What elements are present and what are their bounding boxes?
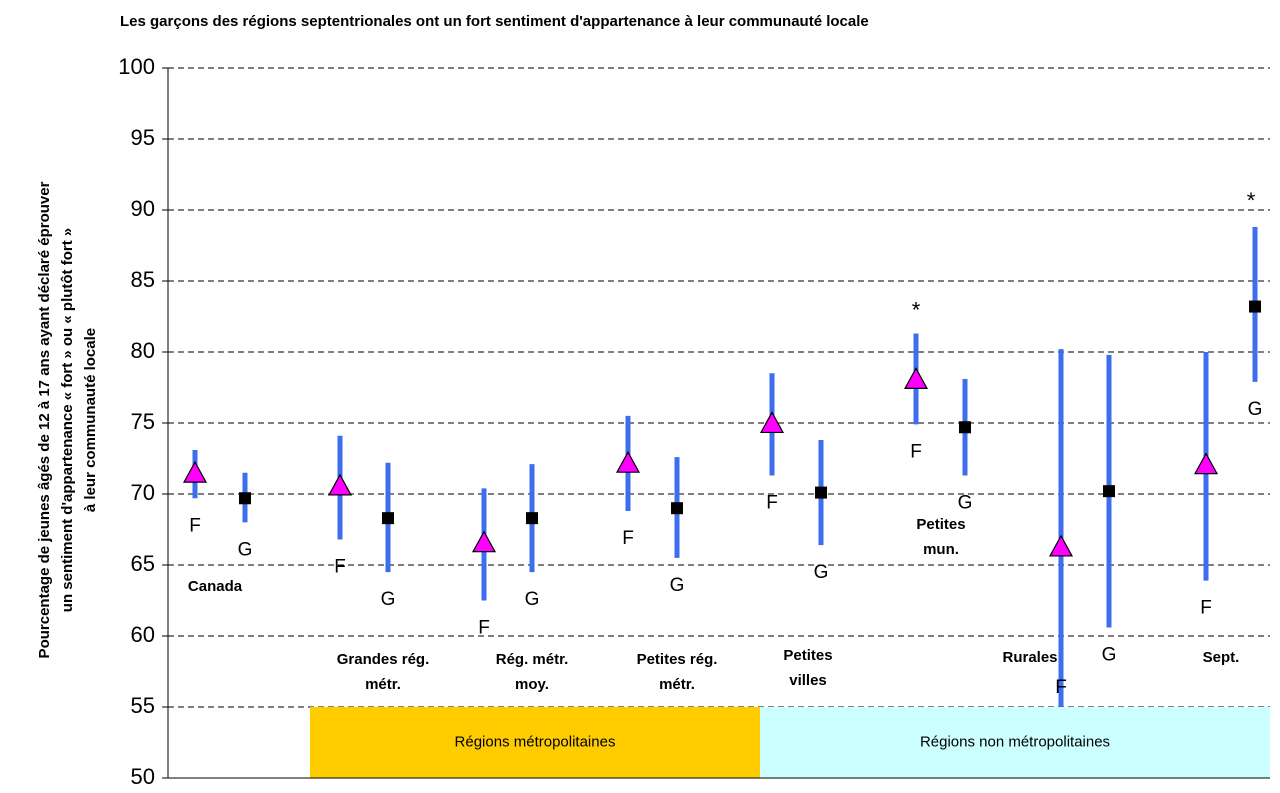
y-tick-label: 75: [131, 409, 155, 434]
series-label: G: [238, 539, 253, 560]
marker-triangle: [615, 450, 641, 473]
y-axis-label: Pourcentage de jeunes âgés de 12 à 17 an…: [36, 181, 99, 658]
marker-square: [1103, 485, 1115, 498]
category-label: Petites: [783, 647, 832, 664]
marker-triangle: [327, 473, 353, 496]
category-label: Petites rég.: [637, 651, 718, 668]
marker-square: [671, 502, 683, 515]
group-band: [760, 707, 1270, 778]
series-label: F: [189, 515, 201, 536]
y-tick-label: 100: [118, 54, 155, 79]
category-label: moy.: [515, 676, 549, 693]
category-label: Sept.: [1203, 649, 1240, 666]
marker-triangle: [1193, 452, 1219, 475]
series-label: F: [622, 528, 634, 549]
series-label: F: [910, 441, 922, 462]
category-label: métr.: [659, 676, 695, 693]
significance-mark: *: [912, 297, 921, 322]
series-label: G: [814, 562, 829, 583]
y-tick-label: 55: [131, 693, 155, 718]
y-tick-label: 60: [131, 622, 155, 647]
series-label: G: [1102, 644, 1117, 665]
group-label: Régions non métropolitaines: [920, 733, 1110, 750]
series-label: F: [766, 493, 778, 514]
series-label: G: [525, 589, 540, 610]
group-band: [310, 707, 760, 778]
y-tick-label: 80: [131, 338, 155, 363]
category-label: Grandes rég.: [337, 651, 430, 668]
y-tick-label: 70: [131, 480, 155, 505]
marker-triangle: [471, 530, 497, 553]
series-label: F: [1200, 598, 1212, 619]
marker-square: [815, 486, 827, 499]
series-label: G: [958, 493, 973, 514]
marker-square: [382, 512, 394, 525]
marker-square: [1249, 300, 1261, 313]
marker-triangle: [903, 367, 929, 389]
marker-triangle: [759, 411, 785, 434]
y-tick-label: 50: [131, 764, 155, 789]
series-label: G: [381, 589, 396, 610]
category-label: villes: [789, 672, 827, 689]
significance-mark: *: [1247, 188, 1256, 213]
series-label: G: [670, 575, 685, 596]
y-label-line: Pourcentage de jeunes âgés de 12 à 17 an…: [36, 181, 53, 658]
y-tick-label: 95: [131, 125, 155, 150]
category-label: métr.: [365, 676, 401, 693]
category-label: Petites: [916, 516, 965, 533]
series-label: F: [478, 618, 490, 639]
marker-triangle: [182, 460, 208, 483]
marker-square: [239, 492, 251, 505]
y-label-line: à leur communauté locale: [82, 328, 99, 512]
group-label: Régions métropolitaines: [455, 733, 616, 750]
series-label: G: [1248, 399, 1263, 420]
chart-title: Les garçons des régions septentrionales …: [120, 13, 869, 30]
series-label: F: [334, 556, 346, 577]
category-label: Rurales: [1002, 649, 1057, 666]
category-label: Canada: [188, 578, 243, 595]
series-label: F: [1055, 677, 1067, 698]
marker-square: [526, 512, 538, 525]
y-tick-label: 90: [131, 196, 155, 221]
marker-square: [959, 421, 971, 434]
marker-triangle: [1048, 534, 1074, 557]
category-label: Rég. métr.: [496, 651, 569, 668]
y-tick-label: 85: [131, 267, 155, 292]
y-tick-label: 65: [131, 551, 155, 576]
y-label-line: un sentiment d'appartenance « fort » ou …: [59, 228, 76, 612]
category-label: mun.: [923, 541, 959, 558]
